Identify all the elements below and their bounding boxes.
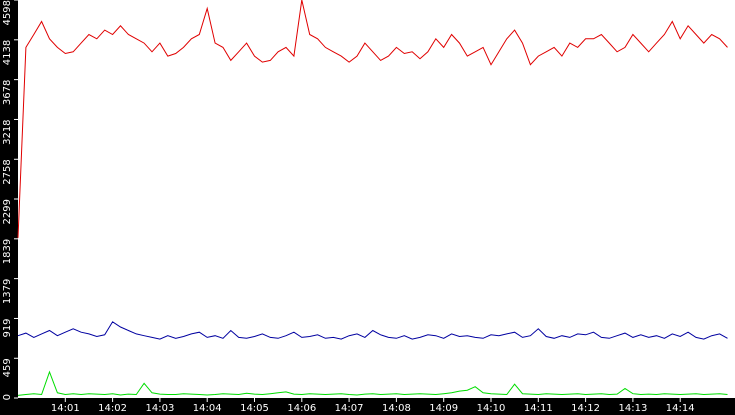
y-axis-band bbox=[0, 0, 18, 415]
x-tick-label: 14:10 bbox=[477, 403, 506, 414]
series-line bbox=[17, 321, 728, 340]
y-tick-label: 2758 bbox=[2, 159, 13, 184]
series-line bbox=[17, 370, 728, 396]
y-tick-label: 4598 bbox=[2, 0, 13, 25]
x-axis-band bbox=[0, 398, 735, 415]
x-tick-label: 14:07 bbox=[335, 403, 364, 414]
x-tick-label: 14:04 bbox=[193, 403, 222, 414]
x-tick-label: 14:03 bbox=[145, 403, 174, 414]
x-tick-label: 14:01 bbox=[51, 403, 80, 414]
x-tick-label: 14:08 bbox=[382, 403, 411, 414]
x-tick-label: 14:14 bbox=[666, 403, 695, 414]
x-tick-label: 14:11 bbox=[524, 403, 553, 414]
y-tick-label: 1839 bbox=[2, 239, 13, 264]
y-tick-label: 0 bbox=[2, 394, 13, 400]
series-line bbox=[17, 0, 728, 238]
x-tick-label: 14:05 bbox=[240, 403, 269, 414]
x-tick-label: 14:13 bbox=[618, 403, 647, 414]
x-tick-label: 14:02 bbox=[98, 403, 127, 414]
x-tick-label: 14:06 bbox=[287, 403, 316, 414]
y-tick-label: 459 bbox=[2, 358, 13, 377]
y-tick-label: 3678 bbox=[2, 80, 13, 105]
y-tick-label: 3218 bbox=[2, 119, 13, 144]
x-tick-label: 14:09 bbox=[429, 403, 458, 414]
y-tick-label: 4138 bbox=[2, 40, 13, 65]
y-tick-label: 919 bbox=[2, 318, 13, 337]
y-tick-label: 2299 bbox=[2, 199, 13, 224]
x-tick-label: 14:12 bbox=[571, 403, 600, 414]
y-tick-label: 1379 bbox=[2, 279, 13, 304]
